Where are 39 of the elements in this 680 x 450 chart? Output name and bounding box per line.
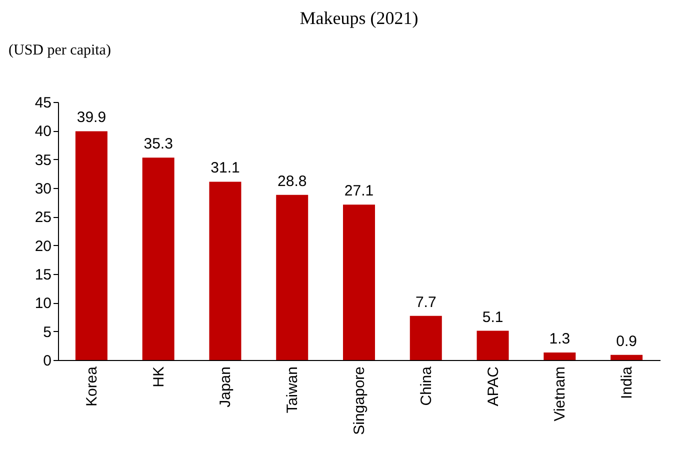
bar <box>410 316 442 360</box>
data-label: 7.7 <box>415 294 436 311</box>
y-tick-label: 40 <box>34 123 52 140</box>
x-tick-label: Vietnam <box>552 366 569 422</box>
x-tick-label: APAC <box>484 366 502 406</box>
data-label: 28.8 <box>278 172 307 190</box>
bar <box>343 204 375 360</box>
y-tick-label: 30 <box>34 180 52 198</box>
x-tick-label: China <box>418 366 435 406</box>
y-tick-label: 45 <box>34 94 52 112</box>
data-label: 39.9 <box>76 109 106 126</box>
y-tick-label: 15 <box>34 266 52 284</box>
y-tick-label: 5 <box>43 324 52 341</box>
data-label: 27.1 <box>344 182 374 200</box>
data-label: 35.3 <box>144 136 173 153</box>
y-tick-label: 10 <box>34 295 52 312</box>
y-tick-label: 35 <box>34 152 52 169</box>
bar <box>476 330 509 360</box>
data-label: 1.3 <box>549 330 570 348</box>
data-label: 5.1 <box>482 308 504 326</box>
y-tick-label: 0 <box>43 352 52 370</box>
x-tick-label: Singapore <box>351 366 368 435</box>
bar <box>75 131 108 360</box>
x-tick-label: India <box>618 366 636 400</box>
x-tick-label: Japan <box>217 366 234 408</box>
bar <box>209 182 242 360</box>
bar <box>610 354 643 360</box>
data-label: 31.1 <box>210 160 240 177</box>
x-tick-label: Taiwan <box>284 366 302 414</box>
y-tick-label: 20 <box>34 238 52 255</box>
y-axis-title: (USD per capita) <box>8 42 111 58</box>
x-tick-label: Korea <box>83 366 100 407</box>
x-tick-label: HK <box>150 366 168 388</box>
y-tick-label: 25 <box>34 209 52 226</box>
bar <box>544 352 576 360</box>
bar <box>276 194 308 360</box>
chart-title: Makeups (2021) <box>300 8 418 28</box>
data-label: 0.9 <box>616 332 637 350</box>
bar <box>142 158 174 360</box>
